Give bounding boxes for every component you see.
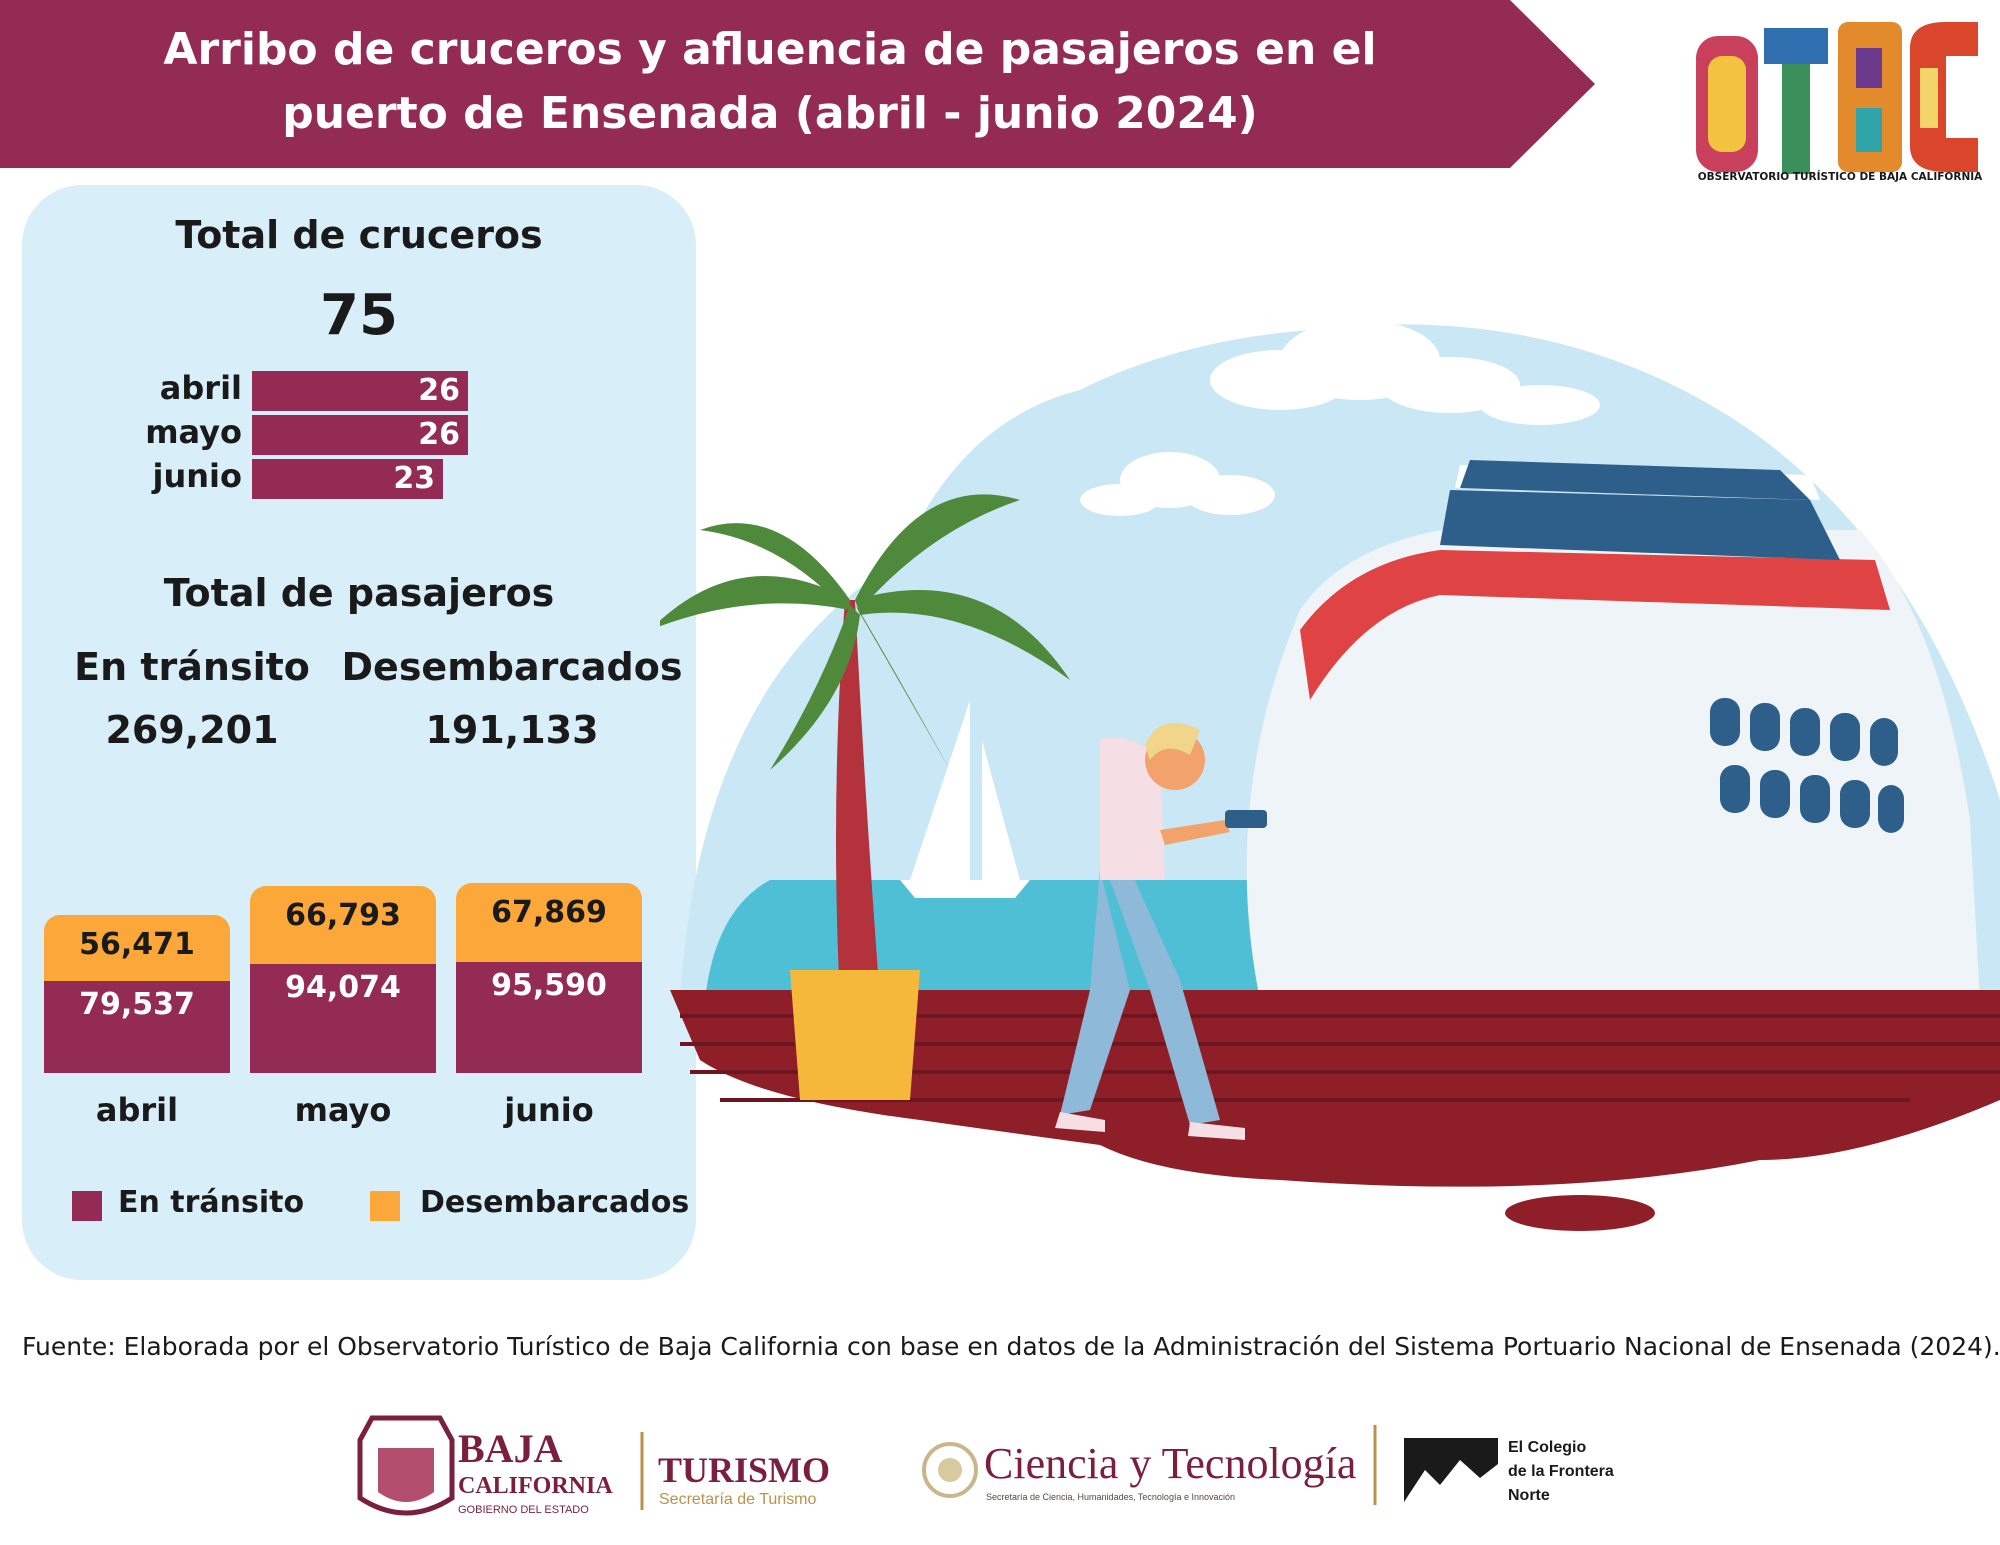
bc-shield-inner bbox=[378, 1448, 434, 1502]
disembarked-total: 191,133 bbox=[425, 708, 599, 752]
legend-label-disembarked: Desembarcados bbox=[420, 1185, 690, 1220]
walking-person bbox=[1055, 722, 1267, 1140]
transit-label: En tránsito bbox=[74, 645, 310, 689]
cruise-bar-value: 26 bbox=[418, 373, 460, 408]
legend-swatch-disembarked bbox=[370, 1191, 400, 1221]
bar-disembarked-junio bbox=[456, 883, 642, 963]
ship-hull bbox=[1246, 530, 1980, 1000]
footer-logos: BAJA CALIFORNIA GOBIERNO DEL ESTADO TURI… bbox=[357, 1415, 1614, 1516]
transit-total: 269,201 bbox=[105, 708, 279, 752]
bc-line-1: BAJA bbox=[458, 1426, 563, 1471]
palm-leaves bbox=[660, 494, 1070, 770]
bar-transit-abril bbox=[44, 980, 230, 1073]
turismo-title: TURISMO bbox=[658, 1450, 830, 1490]
colef-line-1: El Colegio bbox=[1508, 1439, 1586, 1456]
cruise-bar-abril: 26 bbox=[252, 371, 468, 411]
pier-puddle bbox=[1505, 1195, 1655, 1231]
cruise-bar-value: 23 bbox=[393, 461, 436, 496]
cruises-total: 75 bbox=[320, 283, 398, 348]
ship-deck-top bbox=[1460, 460, 1810, 500]
cruise-bar-label-mayo: mayo bbox=[145, 413, 242, 451]
ship-stripe bbox=[1300, 550, 1890, 700]
cruise-illustration bbox=[660, 320, 2000, 1231]
bar-transit-junio bbox=[456, 962, 642, 1073]
label-transit-mayo: 94,074 bbox=[285, 969, 401, 1005]
cloud-large bbox=[1210, 320, 1600, 425]
sailboat-jib bbox=[982, 740, 1020, 880]
ship-deck-2 bbox=[1440, 490, 1840, 560]
title-line-2: puerto de Ensenada (abril - junio 2024) bbox=[282, 88, 1258, 139]
category-label-junio: junio bbox=[504, 1091, 594, 1129]
label-transit-abril: 79,537 bbox=[79, 986, 195, 1022]
bar-transit-mayo bbox=[250, 963, 436, 1073]
category-label-abril: abril bbox=[95, 1091, 179, 1129]
passengers-heading: Total de pasajeros bbox=[163, 571, 555, 615]
ciencia-title: Ciencia y Tecnología bbox=[984, 1439, 1356, 1488]
bc-line-2: CALIFORNIA bbox=[458, 1473, 613, 1499]
label-transit-junio: 95,590 bbox=[491, 968, 607, 1004]
category-label-mayo: mayo bbox=[294, 1091, 392, 1129]
cruise-bar-junio: 23 bbox=[252, 459, 444, 499]
cruise-bar-label-abril: abril bbox=[159, 369, 242, 407]
otbc-logo-caption: OBSERVATORIO TURÍSTICO DE BAJA CALIFORNI… bbox=[1697, 171, 1983, 183]
cruise-bar-label-junio: junio bbox=[152, 457, 242, 495]
label-disembarked-abril: 56,471 bbox=[79, 927, 195, 963]
colef-line-3: Norte bbox=[1508, 1487, 1550, 1504]
page-title: Arribo de cruceros y afluencia de pasaje… bbox=[60, 18, 1480, 146]
sailboat-hull bbox=[900, 880, 1030, 898]
label-disembarked-mayo: 66,793 bbox=[285, 898, 401, 934]
cruise-bar-mayo: 26 bbox=[252, 415, 468, 455]
otbc-logo bbox=[1696, 22, 1978, 174]
ship-portholes bbox=[1710, 698, 1904, 833]
turismo-subtitle: Secretaría de Turismo bbox=[659, 1491, 817, 1508]
ciencia-subtitle: Secretaría de Ciencia, Humanidades, Tecn… bbox=[986, 1492, 1235, 1502]
legend-label-transit: En tránsito bbox=[118, 1185, 305, 1220]
bar-disembarked-mayo bbox=[250, 886, 436, 964]
legend-swatch-transit bbox=[72, 1191, 102, 1221]
label-disembarked-junio: 67,869 bbox=[491, 895, 607, 931]
bar-disembarked-abril bbox=[44, 915, 230, 981]
source-note: Fuente: Elaborada por el Observatorio Tu… bbox=[22, 1332, 2000, 1361]
palm-trunk bbox=[836, 600, 880, 1000]
title-line-1: Arribo de cruceros y afluencia de pasaje… bbox=[163, 24, 1377, 75]
pier bbox=[670, 990, 2000, 1187]
bc-line-3: GOBIERNO DEL ESTADO bbox=[458, 1504, 589, 1516]
disembarked-label: Desembarcados bbox=[341, 645, 683, 689]
cruise-bar-value: 26 bbox=[418, 417, 460, 452]
cloud-small bbox=[1080, 452, 1275, 516]
colef-line-2: de la Frontera bbox=[1508, 1463, 1614, 1480]
title-banner bbox=[0, 0, 1595, 168]
stats-panel: Total de cruceros 75 abril 26 mayo 26 junio 2… bbox=[22, 185, 696, 1280]
palm-pot bbox=[790, 970, 920, 1100]
cruises-heading: Total de cruceros bbox=[175, 213, 543, 257]
sailboat-sail bbox=[910, 700, 970, 880]
